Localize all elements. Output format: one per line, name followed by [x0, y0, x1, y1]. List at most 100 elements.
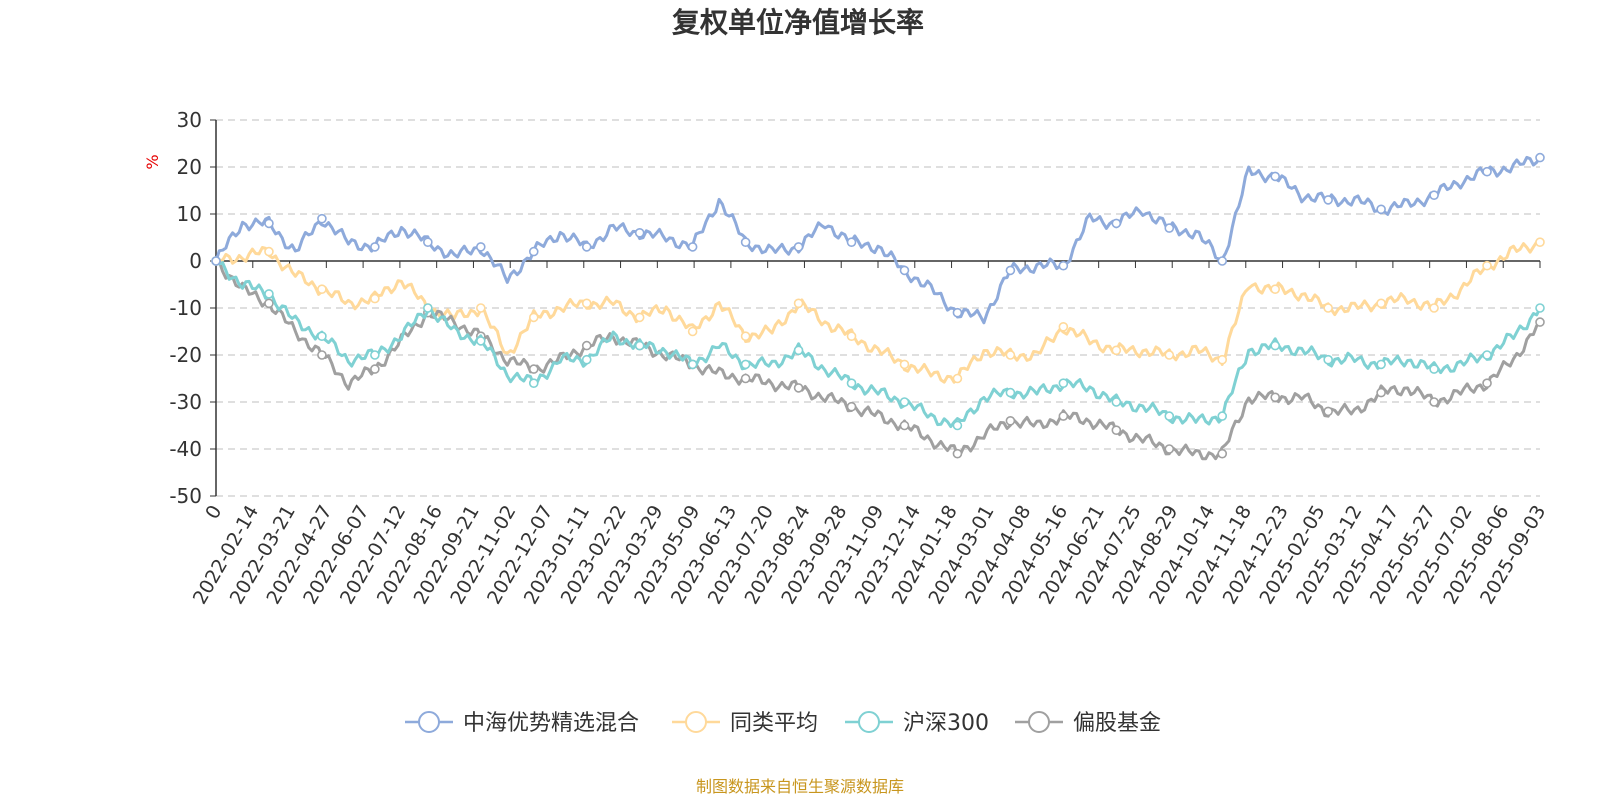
data-point [740, 331, 751, 342]
data-point [1270, 340, 1280, 351]
data-point [1270, 171, 1280, 182]
data-source-note: 制图数据来自恒生聚源数据库 [696, 777, 904, 796]
legend-swatch-marker [1028, 711, 1050, 733]
data-point [528, 246, 539, 257]
series-line [214, 155, 1542, 325]
legend-item[interactable]: 偏股基金 [1015, 711, 1161, 736]
data-point [264, 289, 274, 299]
y-tick-label: -10 [169, 296, 202, 320]
data-point [1429, 364, 1439, 374]
data-point [1058, 260, 1069, 271]
data-point [475, 303, 486, 313]
legend-swatch-marker [685, 711, 707, 733]
data-point [1217, 411, 1228, 421]
data-point [370, 293, 380, 304]
data-point [581, 298, 592, 309]
data-point [687, 326, 698, 337]
data-point [793, 298, 804, 309]
data-point [952, 307, 963, 318]
data-point [1323, 303, 1333, 313]
data-point [264, 218, 274, 229]
data-point [1058, 321, 1069, 332]
legend-label: 同类平均 [730, 711, 818, 736]
data-point [1005, 265, 1016, 276]
data-point [1164, 444, 1175, 454]
data-point [317, 213, 327, 224]
data-point [528, 312, 539, 323]
data-point [899, 359, 910, 370]
data-point [1164, 223, 1175, 233]
legend-item[interactable]: 沪深300 [845, 711, 989, 736]
data-point [264, 246, 274, 257]
data-point [1111, 345, 1122, 356]
data-point [423, 237, 433, 247]
data-point [1323, 354, 1333, 365]
legend-label: 偏股基金 [1073, 711, 1161, 736]
y-tick-label: 10 [177, 202, 202, 226]
data-point [899, 420, 910, 431]
data-point [740, 237, 751, 247]
data-point [1376, 204, 1386, 215]
data-point [317, 284, 327, 295]
data-point [1164, 411, 1175, 421]
x-axis-ticks: 02022-02-142022-03-212022-04-272022-06-0… [189, 261, 1550, 608]
data-point [1482, 350, 1492, 360]
data-point [793, 383, 804, 393]
data-point [1111, 397, 1122, 407]
legend-item[interactable]: 中海优势精选混合 [405, 711, 639, 736]
data-point [1429, 397, 1439, 407]
data-point [1376, 298, 1386, 309]
data-point [634, 340, 645, 351]
y-tick-label: -30 [169, 390, 202, 414]
data-point [1005, 350, 1016, 360]
data-point [687, 242, 698, 252]
data-point [1482, 166, 1492, 177]
legend[interactable]: 中海优势精选混合 同类平均 沪深300 偏股基金 [405, 711, 1161, 736]
legend-label: 沪深300 [903, 711, 989, 736]
data-point [581, 242, 592, 252]
data-point [317, 331, 327, 342]
data-point [1535, 152, 1545, 163]
data-point [1058, 411, 1069, 421]
data-point [846, 378, 857, 389]
data-point [899, 265, 910, 276]
y-tick-label: -20 [169, 343, 202, 367]
data-point [1535, 303, 1545, 313]
data-point [793, 345, 804, 356]
data-point [581, 354, 592, 365]
data-point [1217, 448, 1228, 459]
data-point [528, 364, 539, 374]
data-point [634, 228, 645, 238]
data-point [793, 242, 804, 252]
legend-swatch-marker [418, 711, 440, 733]
data-point [1270, 284, 1280, 295]
series-lines [211, 152, 1545, 461]
data-point [740, 359, 751, 370]
data-point [687, 359, 698, 370]
data-point [475, 242, 486, 252]
data-point [1270, 392, 1280, 403]
data-point [846, 401, 857, 412]
data-point [1482, 378, 1492, 389]
legend-item[interactable]: 同类平均 [672, 711, 818, 736]
y-tick-label: 20 [177, 155, 202, 179]
y-tick-label: 0 [189, 249, 202, 273]
x-tick-label: 0 [201, 502, 226, 523]
data-point [1429, 190, 1439, 200]
data-point [211, 256, 221, 266]
data-point [370, 350, 380, 360]
data-point [952, 448, 963, 459]
data-point [1217, 354, 1228, 365]
data-point [899, 397, 910, 407]
legend-swatch-marker [858, 711, 880, 733]
data-point [370, 364, 380, 374]
data-point [1429, 303, 1439, 313]
data-point [740, 373, 751, 384]
data-point [846, 331, 857, 342]
y-tick-label: -50 [169, 484, 202, 508]
data-point [1111, 425, 1122, 436]
data-point [1111, 218, 1122, 229]
data-point [1535, 237, 1545, 247]
data-point [1482, 260, 1492, 271]
data-point [581, 340, 592, 351]
